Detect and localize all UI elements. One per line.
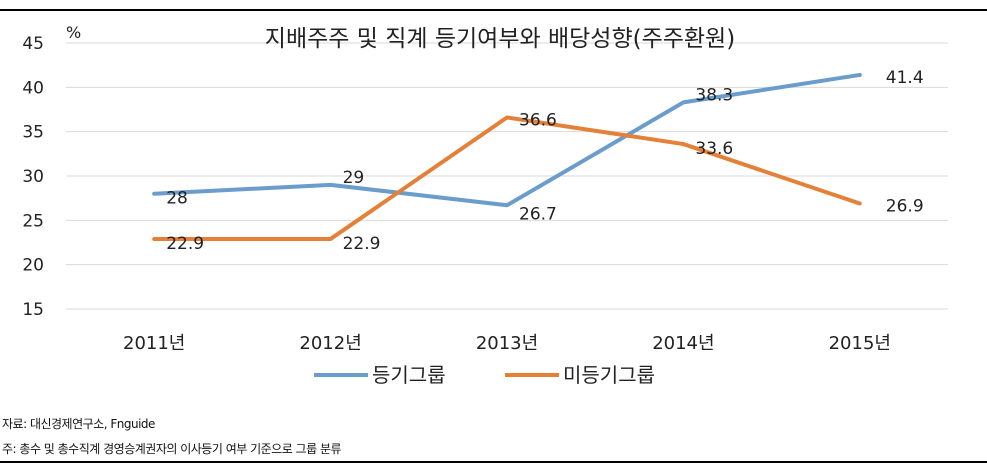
gridlines bbox=[66, 42, 948, 310]
x-tick-label: 2013년 bbox=[476, 333, 538, 354]
source-note: 자료: 대신경제연구소, Fnguide bbox=[2, 417, 155, 431]
x-axis-ticks: 2011년 2012년 2013년 2014년 2015년 bbox=[123, 333, 891, 354]
y-tick-label: 15 bbox=[22, 300, 44, 320]
series-line-1 bbox=[152, 72, 862, 208]
data-label: 26.7 bbox=[519, 204, 557, 224]
top-rule bbox=[0, 9, 987, 11]
line-chart: 15 20 25 30 35 40 45 % 지배주주 및 직계 등기여부와 배당성향(주주… bbox=[22, 23, 948, 387]
x-tick-label: 2015년 bbox=[829, 333, 891, 354]
x-tick-label: 2012년 bbox=[299, 333, 361, 354]
footnote: 주: 총수 및 총수직계 경영승계권자의 이사등기 여부 기준으로 그룹 분류 bbox=[2, 442, 342, 456]
series-lines bbox=[152, 72, 862, 241]
data-label: 29 bbox=[343, 168, 365, 188]
y-tick-label: 30 bbox=[22, 167, 44, 187]
legend-label-2: 미등기그룹 bbox=[563, 363, 655, 387]
data-labels: 28 29 26.7 38.3 41.4 22.9 22.9 36.6 33.6 26.9 bbox=[166, 68, 923, 254]
legend-label-1: 등기그룹 bbox=[372, 363, 446, 387]
data-label: 28 bbox=[166, 189, 188, 209]
x-tick-label: 2011년 bbox=[123, 333, 185, 354]
y-axis-ticks: 15 20 25 30 35 40 45 bbox=[22, 34, 44, 320]
y-tick-label: 25 bbox=[22, 211, 44, 231]
bottom-rule bbox=[0, 461, 987, 463]
data-label: 26.9 bbox=[886, 196, 924, 216]
chart-title: 지배주주 및 직계 등기여부와 배당성향(주주환원) bbox=[265, 26, 735, 52]
data-label: 38.3 bbox=[695, 85, 733, 105]
y-axis-unit-label: % bbox=[66, 23, 81, 42]
data-label: 22.9 bbox=[166, 234, 204, 254]
y-tick-label: 40 bbox=[22, 78, 44, 98]
data-label: 36.6 bbox=[519, 110, 557, 130]
y-tick-label: 45 bbox=[22, 34, 44, 54]
y-tick-label: 35 bbox=[22, 123, 44, 143]
legend: 등기그룹 미등기그룹 bbox=[314, 363, 655, 387]
y-tick-label: 20 bbox=[22, 256, 44, 276]
x-tick-label: 2014년 bbox=[652, 333, 714, 354]
series-line-2 bbox=[152, 115, 862, 241]
data-label: 33.6 bbox=[695, 139, 733, 159]
data-label: 41.4 bbox=[886, 68, 924, 88]
data-label: 22.9 bbox=[343, 234, 381, 254]
